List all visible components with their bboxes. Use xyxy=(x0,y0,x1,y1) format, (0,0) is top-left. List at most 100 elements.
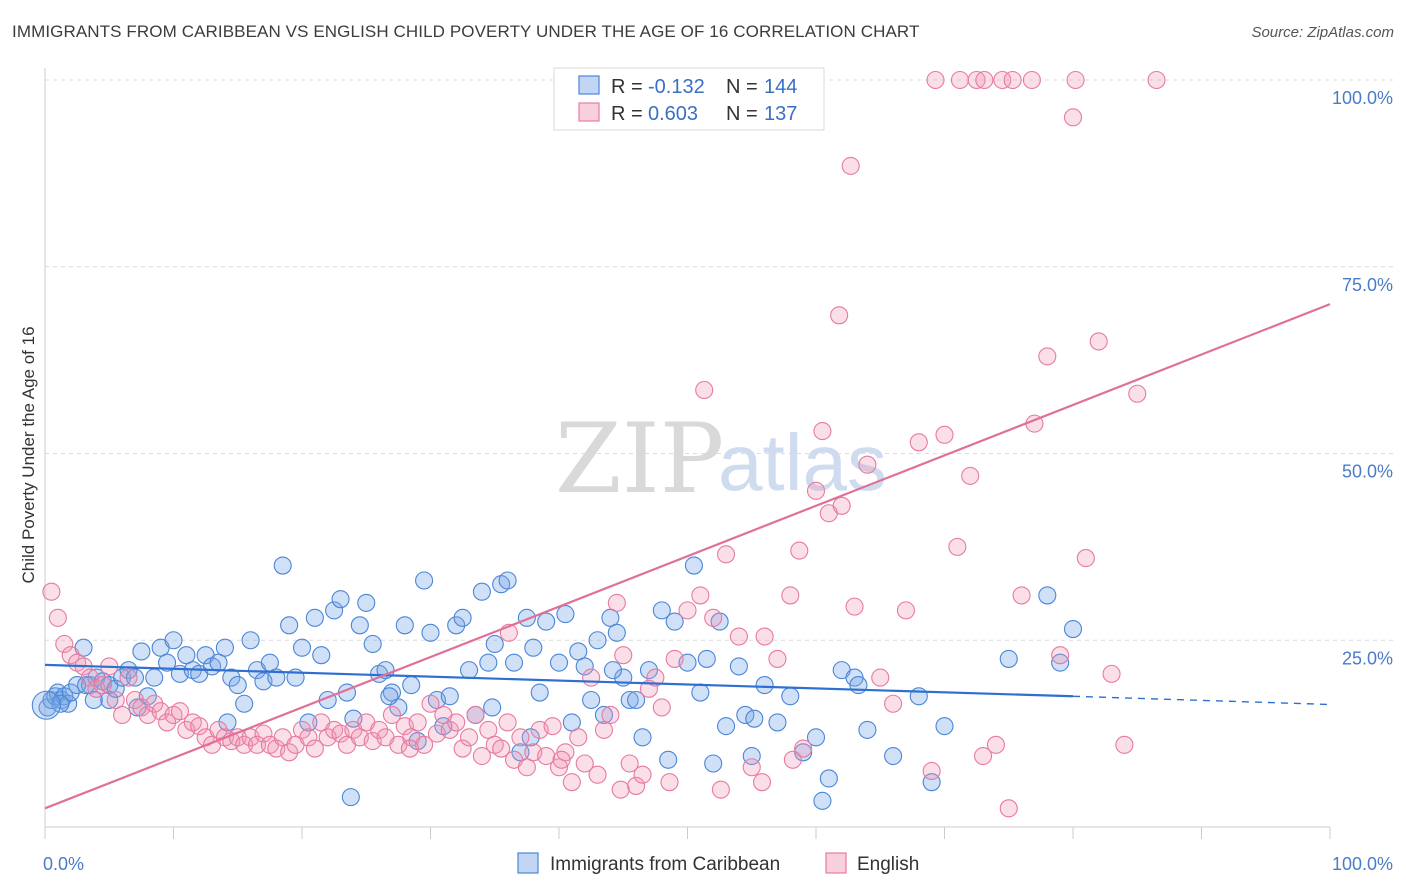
point-english xyxy=(627,776,646,795)
point-english xyxy=(415,735,434,754)
point-english xyxy=(292,720,312,739)
point-english xyxy=(299,728,318,747)
point-caribbean xyxy=(447,616,466,635)
point-english xyxy=(119,668,138,687)
point-english xyxy=(711,780,730,799)
point-caribbean xyxy=(521,728,540,747)
point-english xyxy=(190,717,209,736)
point-english xyxy=(695,380,714,400)
point-caribbean xyxy=(729,657,748,676)
x-tick-label: 0.0% xyxy=(43,854,84,874)
point-caribbean xyxy=(31,690,61,720)
point-caribbean xyxy=(813,791,832,810)
point-caribbean xyxy=(440,687,459,706)
point-caribbean xyxy=(556,605,575,624)
y-tick-label: 75.0% xyxy=(1342,275,1393,295)
point-english xyxy=(704,608,723,627)
point-caribbean xyxy=(472,582,491,601)
point-english xyxy=(742,758,761,777)
point-caribbean xyxy=(350,616,369,635)
point-caribbean xyxy=(218,713,237,732)
point-caribbean xyxy=(312,646,331,665)
point-caribbean xyxy=(849,676,868,695)
point-english xyxy=(498,713,517,732)
point-english xyxy=(973,746,993,766)
watermark-zip: ZIP xyxy=(555,403,724,515)
point-caribbean xyxy=(691,683,710,702)
point-english xyxy=(790,541,809,560)
point-english xyxy=(1102,664,1121,683)
point-caribbean xyxy=(603,661,623,680)
point-caribbean xyxy=(697,649,716,668)
legend-bottom-label-pink: English xyxy=(857,854,919,875)
x-tick-labels: 0.0% 100.0% xyxy=(43,854,1393,874)
point-english xyxy=(42,582,61,601)
source-credit: Source: ZipAtlas.com xyxy=(1251,24,1394,41)
point-english xyxy=(562,773,581,792)
point-caribbean xyxy=(781,687,800,706)
point-english xyxy=(729,627,748,646)
trend-line-caribbean-extension xyxy=(1072,695,1331,706)
point-caribbean xyxy=(215,638,234,657)
point-caribbean xyxy=(511,743,530,762)
point-caribbean xyxy=(479,653,498,672)
point-english xyxy=(832,496,851,515)
point-caribbean xyxy=(395,616,414,635)
point-english xyxy=(652,698,671,717)
point-english xyxy=(170,702,189,721)
point-english xyxy=(1063,108,1083,127)
point-caribbean xyxy=(498,571,517,590)
point-english xyxy=(1066,70,1085,90)
point-english xyxy=(382,705,402,725)
point-english xyxy=(93,676,112,695)
legend-n-label-pink: N = xyxy=(726,103,758,125)
point-english xyxy=(967,70,986,90)
point-english xyxy=(806,481,826,500)
series-english-points xyxy=(42,70,1166,818)
point-caribbean xyxy=(768,713,787,732)
y-tick-label: 25.0% xyxy=(1342,648,1393,668)
point-english xyxy=(55,634,74,654)
point-caribbean xyxy=(575,657,594,676)
legend-bottom-swatch-pink xyxy=(825,852,847,874)
point-english xyxy=(716,545,736,564)
point-english xyxy=(125,690,144,710)
point-caribbean xyxy=(363,634,382,654)
point-caribbean xyxy=(716,717,736,736)
x-tick-label: 100.0% xyxy=(1332,854,1393,874)
point-english xyxy=(950,70,969,90)
point-english xyxy=(794,739,813,758)
point-english xyxy=(145,694,164,713)
point-english xyxy=(400,739,419,758)
point-english xyxy=(999,799,1018,818)
point-caribbean xyxy=(601,608,620,627)
point-english xyxy=(421,694,440,713)
point-english xyxy=(453,739,472,758)
point-english xyxy=(113,705,132,725)
point-english xyxy=(620,754,639,773)
point-caribbean xyxy=(665,612,684,631)
point-english xyxy=(660,773,679,792)
point-english xyxy=(922,761,941,781)
point-english xyxy=(1051,646,1070,665)
axes xyxy=(44,68,1331,839)
point-caribbean xyxy=(659,750,678,769)
point-caribbean xyxy=(530,683,549,702)
point-english xyxy=(755,627,774,646)
point-caribbean xyxy=(100,690,119,710)
point-english xyxy=(678,601,697,620)
point-english xyxy=(1012,586,1031,605)
point-caribbean xyxy=(639,661,659,680)
point-english xyxy=(646,668,665,687)
legend-n-value-pink: 137 xyxy=(764,103,797,125)
correlation-legend: R = -0.132 N = 144 R = 0.603 N = 137 xyxy=(553,67,825,131)
legend-swatch-blue xyxy=(578,75,600,95)
point-english xyxy=(254,724,273,743)
point-caribbean xyxy=(453,608,472,627)
point-caribbean xyxy=(819,769,838,788)
point-english xyxy=(517,758,536,777)
point-caribbean xyxy=(222,668,241,687)
point-caribbean xyxy=(228,676,247,695)
point-english xyxy=(601,705,620,725)
